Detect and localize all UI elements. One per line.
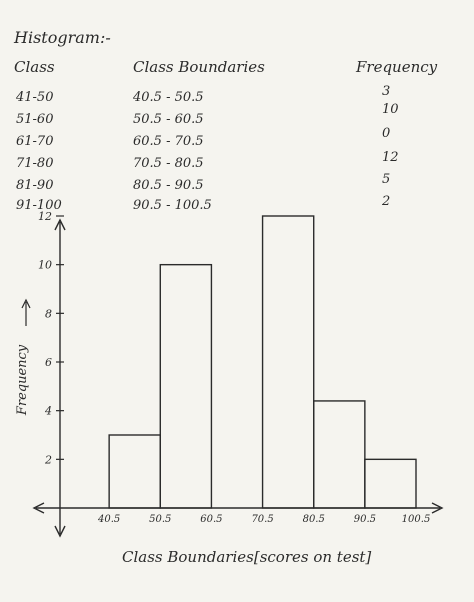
table-row: 81-90 80.5 - 90.5 5: [0, 172, 474, 200]
x-tick-label: 40.5: [97, 514, 120, 525]
histogram-bar: [313, 400, 366, 509]
x-tick-label: 50.5: [149, 514, 171, 525]
class-cell: 51-60: [16, 112, 54, 127]
frequency-cell: 2: [382, 194, 391, 209]
class-cell: 71-80: [16, 156, 54, 171]
frequency-cell: 3: [382, 84, 391, 99]
frequency-cell: 5: [382, 172, 391, 187]
x-axis-left-arrow: [32, 502, 45, 514]
x-tick-label: 90.5: [354, 514, 376, 525]
x-tick-label: 60.5: [200, 514, 222, 525]
boundaries-cell: 40.5 - 50.5: [133, 90, 204, 105]
x-axis-label: Class Boundaries[scores on test]: [122, 548, 372, 566]
x-tick-label: 100.5: [402, 514, 431, 525]
x-tick-label: 80.5: [303, 514, 325, 525]
table-row: 71-80 70.5 - 80.5 12: [0, 150, 474, 178]
boundaries-cell: 50.5 - 60.5: [133, 112, 204, 127]
y-tick-label: 2: [44, 453, 52, 466]
boundaries-cell: 70.5 - 80.5: [133, 156, 204, 171]
table-row: 61-70 60.5 - 70.5 0: [0, 126, 474, 156]
x-tick-label: 70.5: [251, 514, 273, 525]
page-title: Histogram:-: [14, 28, 111, 47]
frequency-cell: 10: [382, 102, 399, 117]
boundaries-cell: 60.5 - 70.5: [133, 134, 204, 149]
class-cell: 91-100: [16, 198, 62, 213]
histogram-bar: [159, 263, 213, 509]
y-tick-label: 10: [38, 259, 52, 272]
y-axis-label: Frequency: [15, 344, 30, 416]
column-header-frequency: Frequency: [356, 58, 438, 76]
table-row: 51-60 50.5 - 60.5 10: [0, 102, 474, 134]
table-row: 41-50 40.5 - 50.5 3: [0, 84, 474, 112]
y-axis-arrow: [54, 525, 66, 538]
class-cell: 61-70: [16, 134, 54, 149]
class-cell: 41-50: [16, 90, 54, 105]
x-axis-right-arrow: [431, 502, 444, 514]
histogram-bar: [364, 458, 417, 509]
class-cell: 81-90: [16, 178, 54, 193]
y-tick-label: 8: [45, 307, 52, 320]
histogram-bar: [261, 215, 315, 509]
y-label-arrow-head: [21, 298, 31, 309]
column-header-boundaries: Class Boundaries: [133, 58, 265, 76]
frequency-cell: 0: [382, 126, 391, 141]
table-row: 91-100 90.5 - 100.5 2: [0, 194, 474, 220]
y-tick-label: 6: [45, 356, 52, 369]
y-tick-label: 12: [38, 210, 52, 223]
boundaries-cell: 80.5 - 90.5: [133, 178, 204, 193]
frequency-cell: 12: [382, 150, 399, 165]
histogram-bar: [108, 434, 161, 509]
y-tick-label: 4: [44, 405, 52, 418]
column-header-class: Class: [14, 58, 55, 76]
boundaries-cell: 90.5 - 100.5: [133, 198, 212, 213]
y-axis-top-arrow: [54, 218, 66, 231]
